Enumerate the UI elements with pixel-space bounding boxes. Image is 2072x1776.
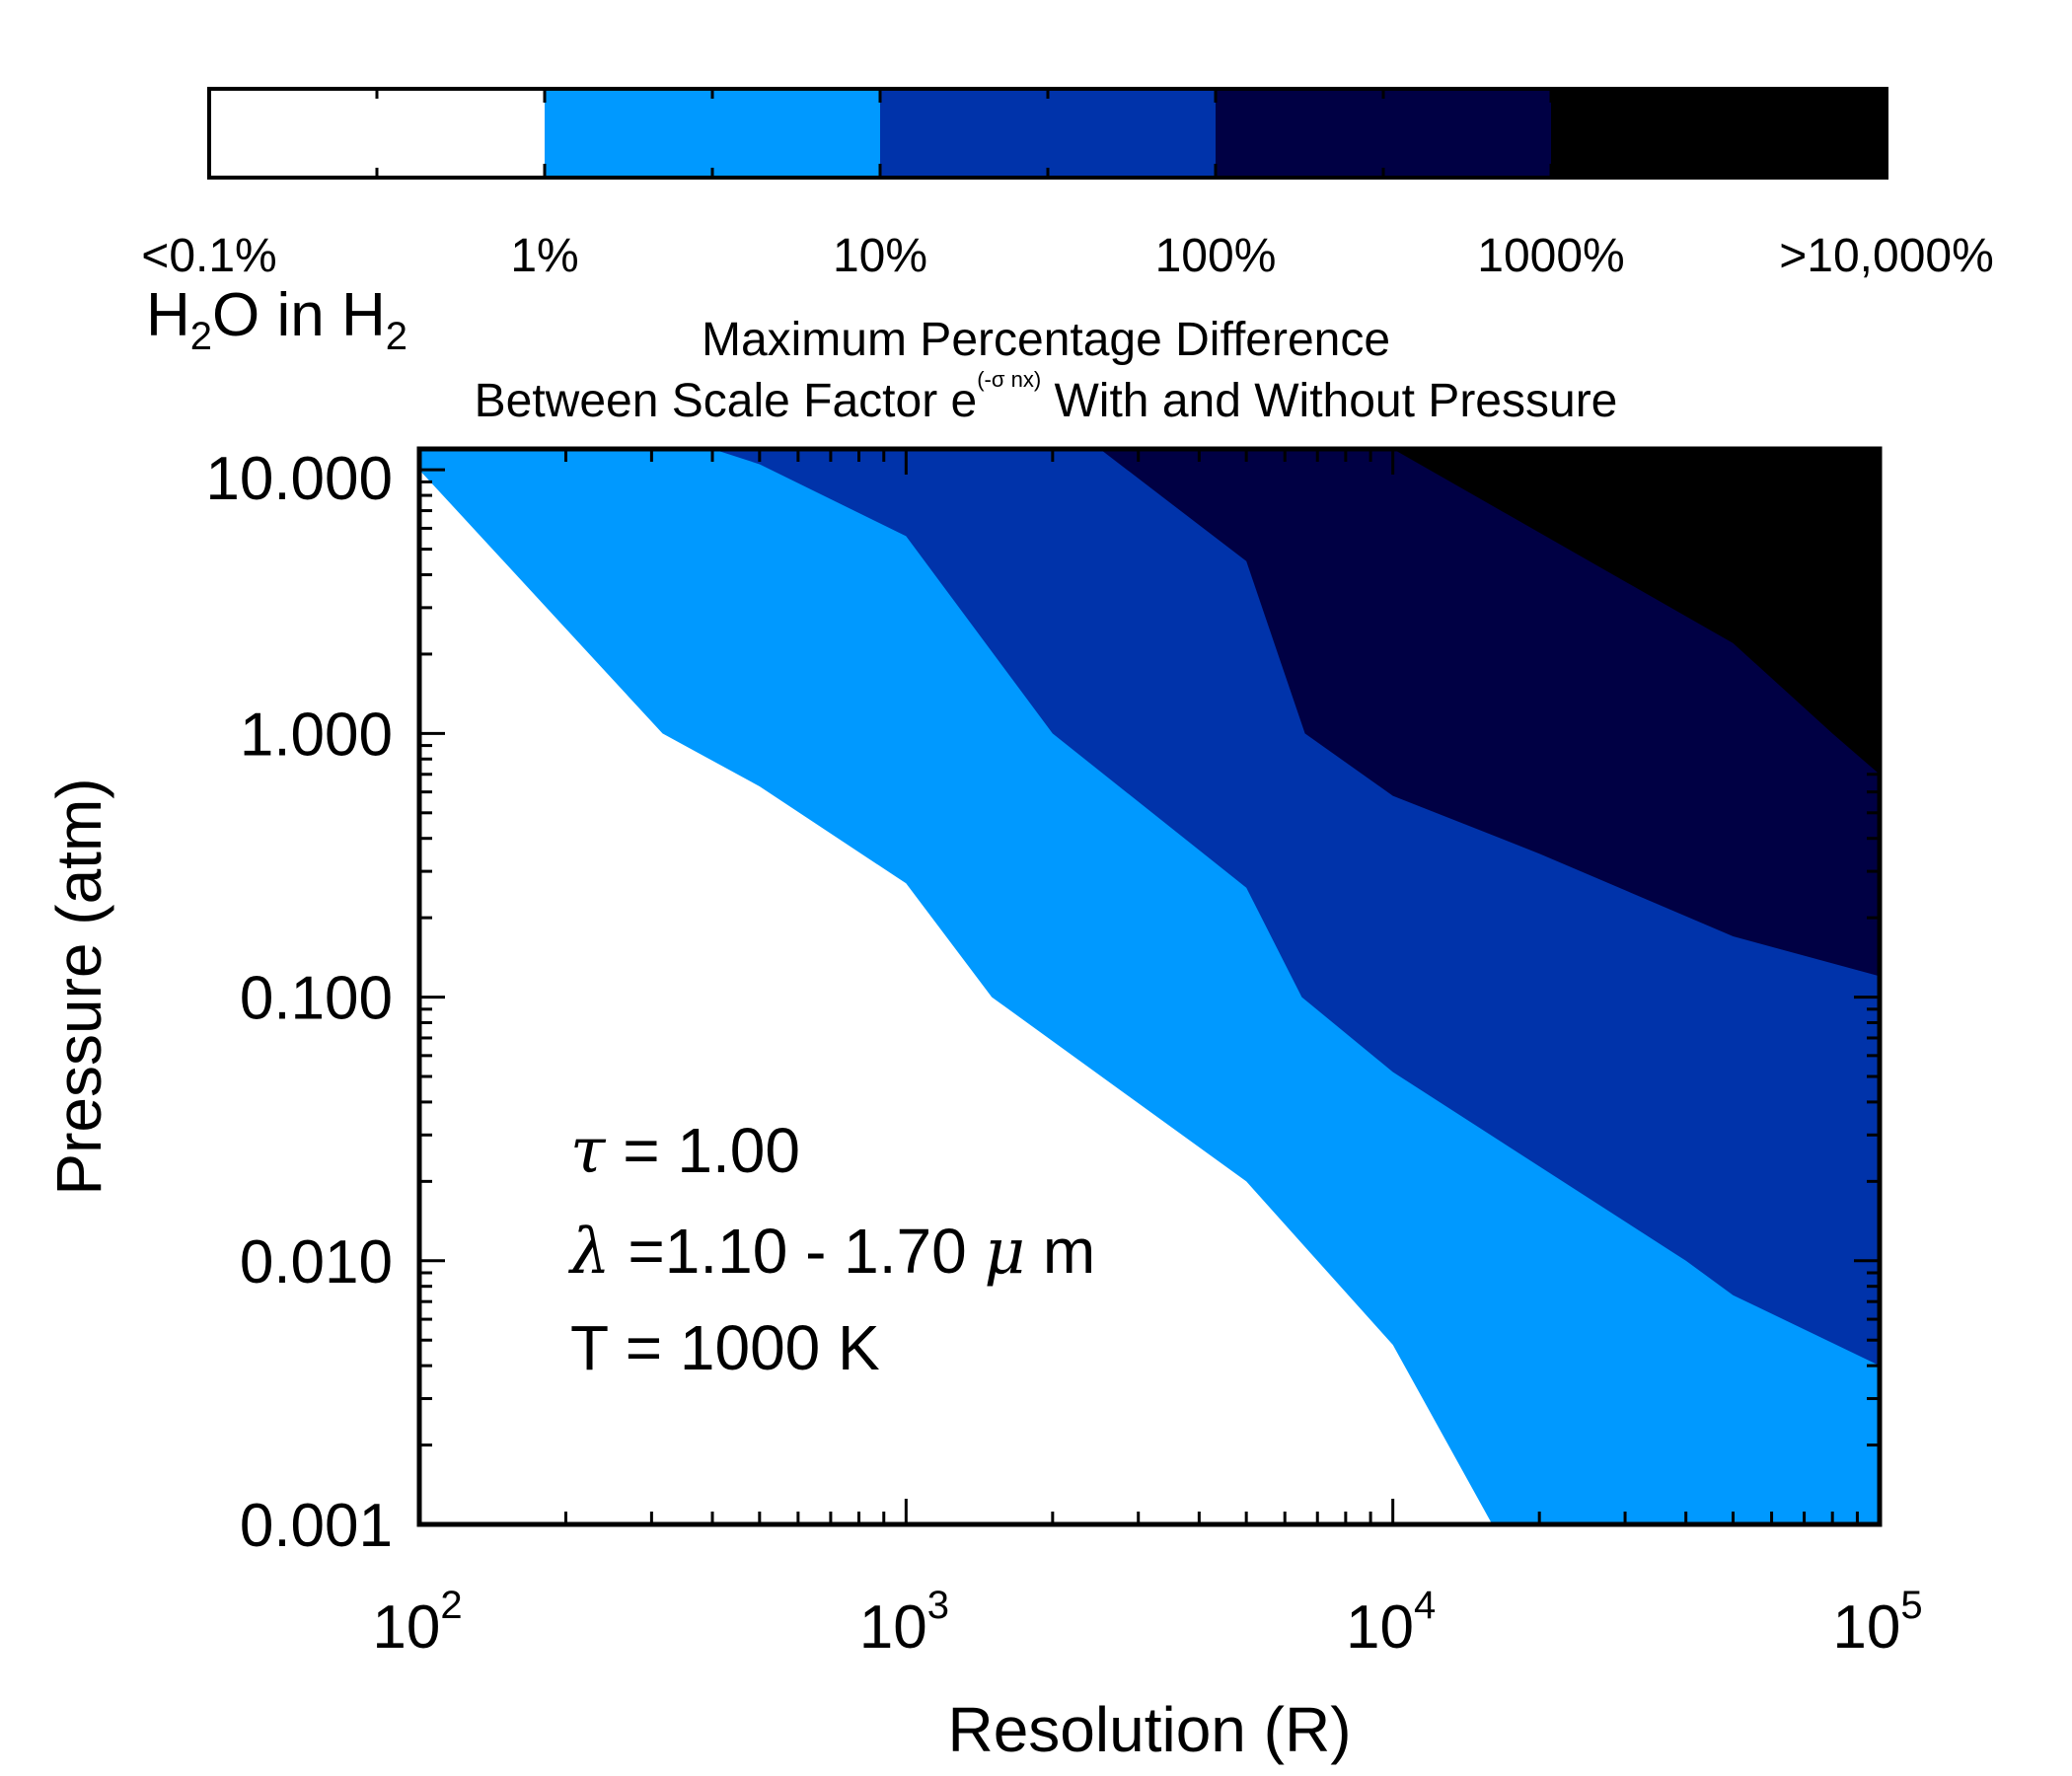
y-tick-label: 10.000 — [205, 445, 393, 513]
y-tick-label: 0.100 — [240, 965, 393, 1033]
annotation-tau: τ = 1.00 — [570, 1115, 800, 1188]
y-tick-labels: 10.000 1.000 0.100 0.010 0.001 — [205, 445, 393, 1560]
chart-title-line2: Between Scale Factor e(-σ nx) With and W… — [475, 367, 1618, 427]
x-axis-label: Resolution (R) — [947, 1694, 1351, 1765]
region-above-1000% — [1392, 449, 1880, 775]
colorbar-segment — [1216, 89, 1551, 178]
colorbar-segment — [1551, 89, 1887, 178]
x-tick-label: 103 — [859, 1584, 949, 1662]
y-tick-label: 0.010 — [240, 1228, 393, 1296]
x-tick-label: 102 — [372, 1584, 462, 1662]
x-tick-label: 104 — [1346, 1584, 1436, 1662]
contour-fills — [419, 449, 1880, 1524]
x-tick-label: 105 — [1832, 1584, 1922, 1662]
colorbar-tick-label: 10% — [833, 230, 927, 282]
colorbar-tick-labels: <0.1% 1% 10% 100% 1000% >10,000% — [141, 230, 1993, 282]
annotation-lambda: λ =1.10 - 1.70 μ m — [567, 1216, 1095, 1289]
y-tick-label: 1.000 — [240, 701, 393, 769]
axis-ticks — [417, 449, 1880, 1526]
y-axis-label: Pressure (atm) — [43, 777, 114, 1195]
annotation-temperature: T = 1000 K — [570, 1312, 880, 1383]
colorbar-tick-label: 1000% — [1477, 230, 1624, 282]
colorbar-segment — [880, 89, 1216, 178]
y-tick-label: 0.001 — [240, 1492, 393, 1560]
colorbar-tick-label: 1% — [510, 230, 578, 282]
colorbar-title: H2O in H2 — [146, 281, 407, 358]
colorbar-tick-label: >10,000% — [1779, 230, 1994, 282]
colorbar-segment — [545, 89, 880, 178]
colorbar-tick-label: 100% — [1155, 230, 1277, 282]
colorbar — [207, 87, 1888, 180]
plot-frame — [416, 446, 1883, 1527]
x-tick-labels: 102 103 104 105 — [372, 1584, 1922, 1662]
colorbar-segment — [209, 89, 545, 178]
colorbar-tick-label: <0.1% — [141, 230, 276, 282]
chart-title-line1: Maximum Percentage Difference — [702, 314, 1390, 366]
